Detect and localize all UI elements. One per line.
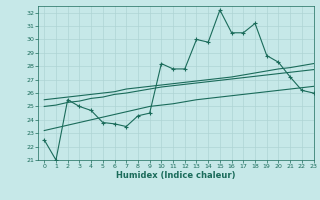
X-axis label: Humidex (Indice chaleur): Humidex (Indice chaleur) — [116, 171, 236, 180]
